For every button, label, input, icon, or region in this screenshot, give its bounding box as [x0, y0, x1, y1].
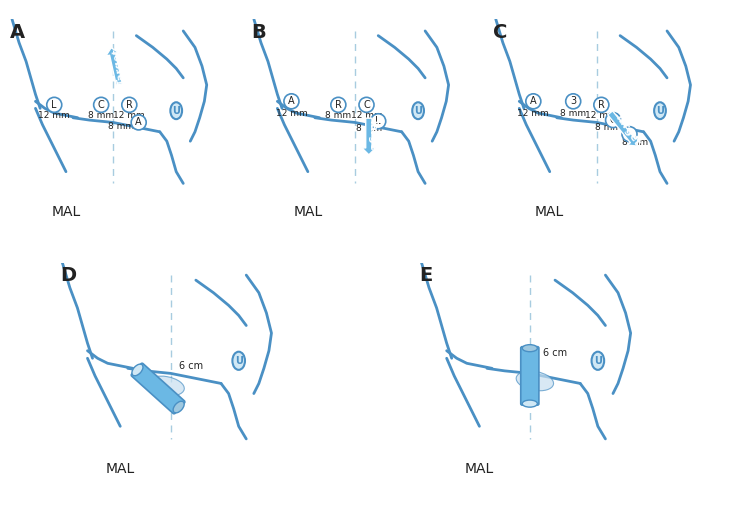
Ellipse shape	[592, 352, 604, 370]
Ellipse shape	[173, 401, 184, 413]
Text: 12 mm: 12 mm	[114, 111, 145, 120]
Text: 6 cm: 6 cm	[179, 361, 203, 371]
Text: A: A	[10, 23, 25, 42]
Text: L: L	[627, 129, 633, 139]
Ellipse shape	[522, 400, 537, 407]
Circle shape	[605, 112, 621, 128]
Text: 12 mm: 12 mm	[517, 109, 549, 118]
Text: R: R	[335, 100, 342, 110]
Ellipse shape	[412, 102, 424, 119]
Circle shape	[94, 97, 108, 112]
Ellipse shape	[147, 376, 184, 396]
Circle shape	[47, 97, 62, 112]
Circle shape	[371, 114, 386, 129]
Ellipse shape	[654, 102, 666, 119]
Text: U: U	[172, 106, 180, 116]
Text: B: B	[251, 23, 266, 42]
Text: 8 mm: 8 mm	[560, 109, 586, 118]
Text: MAL: MAL	[293, 205, 323, 218]
Text: 12 mm: 12 mm	[586, 111, 617, 120]
Text: E: E	[419, 266, 432, 285]
Ellipse shape	[132, 364, 143, 376]
Text: MAL: MAL	[535, 205, 564, 218]
Text: C: C	[493, 23, 508, 42]
Text: R: R	[598, 100, 605, 110]
Text: 6 cm: 6 cm	[543, 348, 567, 358]
FancyBboxPatch shape	[131, 363, 185, 414]
Text: C: C	[363, 100, 370, 110]
Text: MAL: MAL	[51, 205, 81, 218]
Text: C: C	[610, 115, 616, 125]
Text: 12 mm: 12 mm	[350, 111, 383, 120]
Ellipse shape	[522, 344, 537, 352]
Circle shape	[594, 97, 609, 112]
Circle shape	[526, 94, 541, 109]
Text: 8 mm: 8 mm	[356, 124, 382, 133]
Text: L: L	[51, 100, 57, 110]
Circle shape	[131, 115, 146, 130]
Text: C: C	[97, 100, 105, 110]
Ellipse shape	[516, 371, 553, 391]
Text: A: A	[530, 96, 537, 107]
Text: 8 mm: 8 mm	[88, 111, 114, 120]
Text: Target: Target	[368, 118, 378, 155]
Text: A: A	[288, 96, 295, 107]
Text: 12 mm: 12 mm	[276, 109, 307, 118]
Text: 8 mm: 8 mm	[622, 138, 649, 147]
Ellipse shape	[170, 102, 182, 119]
Circle shape	[122, 97, 137, 112]
Text: A: A	[136, 118, 142, 128]
Text: 3: 3	[570, 96, 576, 107]
Text: 8 mm: 8 mm	[325, 111, 351, 120]
Text: 12 mm: 12 mm	[38, 111, 70, 120]
Circle shape	[284, 94, 299, 109]
Circle shape	[331, 97, 346, 112]
Text: L: L	[375, 116, 381, 126]
Text: 8 mm: 8 mm	[108, 122, 134, 131]
Circle shape	[566, 94, 581, 109]
Text: 8 mm: 8 mm	[595, 123, 622, 132]
Text: U: U	[235, 356, 243, 366]
Circle shape	[359, 97, 374, 112]
Text: D: D	[60, 266, 76, 285]
Text: U: U	[656, 106, 664, 116]
FancyBboxPatch shape	[520, 346, 539, 405]
Circle shape	[622, 127, 637, 142]
Text: MAL: MAL	[106, 462, 135, 476]
Text: U: U	[594, 356, 602, 366]
Text: R: R	[126, 100, 133, 110]
Text: MAL: MAL	[465, 462, 494, 476]
Text: U: U	[414, 106, 422, 116]
Text: Target: Target	[111, 47, 128, 86]
Text: Target: Target	[613, 111, 643, 148]
Ellipse shape	[232, 352, 245, 370]
